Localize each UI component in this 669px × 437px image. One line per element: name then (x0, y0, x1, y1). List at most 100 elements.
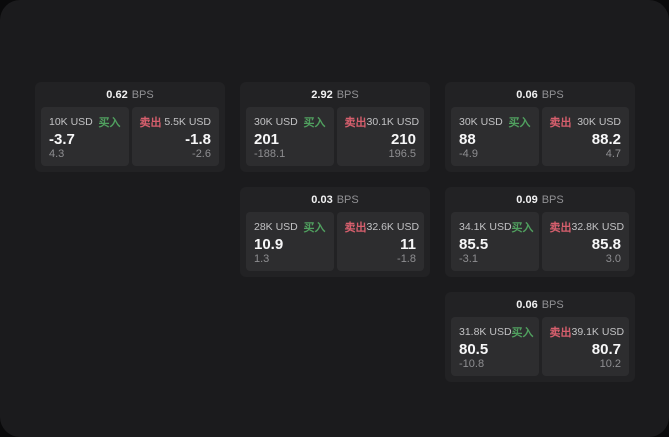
buy-amount: 30K USD (254, 116, 298, 128)
sell-price: 11 (400, 236, 416, 253)
quote-panels: 31.8K USD 买入 80.5 -10.8 卖出 39.1K USD 80.… (445, 317, 635, 382)
buy-delta: -4.9 (459, 148, 478, 160)
sell-price: 80.7 (591, 341, 621, 358)
sell-panel[interactable]: 卖出 32.6K USD 11 -1.8 (336, 212, 424, 271)
quote-card: 0.62 BPS 10K USD 买入 -3.7 4.3 卖出 5.5K USD… (35, 82, 225, 172)
buy-panel[interactable]: 10K USD 买入 -3.7 4.3 (41, 107, 129, 166)
bps-unit-label: BPS (541, 298, 564, 311)
buy-price: 80.5 (459, 341, 489, 358)
sell-side-label: 卖出 (549, 327, 572, 339)
buy-delta: 4.3 (49, 148, 65, 160)
sell-price: 85.8 (591, 236, 621, 253)
card-header: 0.62 BPS (35, 82, 225, 107)
sell-panel-top: 卖出 30.1K USD (344, 114, 420, 130)
bps-unit-label: BPS (541, 88, 564, 101)
buy-panel-top: 28K USD 买入 (254, 219, 326, 235)
sell-delta: -1.8 (397, 253, 416, 265)
sell-panel-top: 卖出 39.1K USD (549, 324, 625, 340)
card-header: 0.03 BPS (240, 187, 430, 212)
quote-panels: 30K USD 买入 88 -4.9 卖出 30K USD 88.2 4.7 (445, 107, 635, 172)
sell-panel[interactable]: 卖出 5.5K USD -1.8 -2.6 (131, 107, 219, 166)
quote-panels: 34.1K USD 买入 85.5 -3.1 卖出 32.8K USD 85.8… (445, 212, 635, 277)
sell-panel-top: 卖出 5.5K USD (140, 114, 212, 130)
sell-panel[interactable]: 卖出 30K USD 88.2 4.7 (541, 107, 629, 166)
buy-panel-top: 30K USD 买入 (254, 114, 326, 130)
sell-price: -1.8 (185, 131, 211, 148)
buy-price: 10.9 (254, 236, 284, 253)
buy-amount: 34.1K USD (459, 221, 512, 233)
quote-card: 0.03 BPS 28K USD 买入 10.9 1.3 卖出 32.6K US… (240, 187, 430, 277)
sell-side-label: 卖出 (344, 222, 367, 234)
sell-amount: 32.6K USD (366, 221, 420, 233)
bps-value: 0.09 (516, 193, 538, 206)
sell-panel-top: 卖出 32.6K USD (344, 219, 420, 235)
sell-panel-top: 卖出 32.8K USD (549, 219, 625, 235)
buy-side-label: 买入 (303, 117, 326, 129)
sell-side-label: 卖出 (549, 222, 572, 234)
bps-unit-label: BPS (336, 193, 359, 206)
buy-delta: -3.1 (459, 253, 478, 265)
buy-side-label: 买入 (303, 222, 326, 234)
bps-unit-label: BPS (336, 88, 359, 101)
cards-grid: 0.62 BPS 10K USD 买入 -3.7 4.3 卖出 5.5K USD… (35, 82, 635, 382)
sell-delta: 3.0 (605, 253, 621, 265)
buy-panel[interactable]: 28K USD 买入 10.9 1.3 (246, 212, 334, 271)
quote-card: 0.06 BPS 31.8K USD 买入 80.5 -10.8 卖出 39.1… (445, 292, 635, 382)
buy-amount: 28K USD (254, 221, 298, 233)
sell-delta: -2.6 (192, 148, 211, 160)
buy-side-label: 买入 (511, 222, 534, 234)
bps-value: 0.03 (311, 193, 333, 206)
bps-value: 0.06 (516, 298, 538, 311)
buy-side-label: 买入 (511, 327, 534, 339)
card-header: 2.92 BPS (240, 82, 430, 107)
buy-panel-top: 34.1K USD 买入 (459, 219, 534, 235)
sell-amount: 5.5K USD (164, 116, 211, 128)
sell-panel[interactable]: 卖出 30.1K USD 210 196.5 (336, 107, 424, 166)
sell-delta: 10.2 (599, 358, 621, 370)
bps-unit-label: BPS (541, 193, 564, 206)
buy-price: 85.5 (459, 236, 489, 253)
sell-amount: 32.8K USD (571, 221, 625, 233)
quote-card: 2.92 BPS 30K USD 买入 201 -188.1 卖出 30.1K … (240, 82, 430, 172)
quote-panels: 30K USD 买入 201 -188.1 卖出 30.1K USD 210 1… (240, 107, 430, 172)
sell-side-label: 卖出 (549, 117, 572, 129)
buy-price: 88 (459, 131, 476, 148)
buy-amount: 10K USD (49, 116, 93, 128)
buy-amount: 31.8K USD (459, 326, 512, 338)
buy-panel-top: 30K USD 买入 (459, 114, 531, 130)
buy-panel[interactable]: 31.8K USD 买入 80.5 -10.8 (451, 317, 539, 376)
sell-amount: 30K USD (577, 116, 621, 128)
sell-amount: 30.1K USD (366, 116, 420, 128)
buy-delta: -188.1 (254, 148, 286, 160)
sell-side-label: 卖出 (344, 117, 367, 129)
buy-price: -3.7 (49, 131, 75, 148)
buy-amount: 30K USD (459, 116, 503, 128)
buy-delta: 1.3 (254, 253, 270, 265)
bps-value: 0.06 (516, 88, 538, 101)
quote-panels: 10K USD 买入 -3.7 4.3 卖出 5.5K USD -1.8 -2.… (35, 107, 225, 172)
buy-panel[interactable]: 30K USD 买入 201 -188.1 (246, 107, 334, 166)
quote-panels: 28K USD 买入 10.9 1.3 卖出 32.6K USD 11 -1.8 (240, 212, 430, 277)
buy-panel-top: 31.8K USD 买入 (459, 324, 534, 340)
card-header: 0.06 BPS (445, 82, 635, 107)
sell-panel[interactable]: 卖出 39.1K USD 80.7 10.2 (541, 317, 629, 376)
quote-card: 0.09 BPS 34.1K USD 买入 85.5 -3.1 卖出 32.8K… (445, 187, 635, 277)
buy-side-label: 买入 (98, 117, 121, 129)
sell-price: 88.2 (591, 131, 621, 148)
bps-value: 0.62 (106, 88, 128, 101)
sell-side-label: 卖出 (139, 117, 162, 129)
buy-panel[interactable]: 34.1K USD 买入 85.5 -3.1 (451, 212, 539, 271)
sell-price: 210 (390, 131, 416, 148)
buy-panel-top: 10K USD 买入 (49, 114, 121, 130)
card-header: 0.06 BPS (445, 292, 635, 317)
sell-delta: 4.7 (605, 148, 621, 160)
bps-value: 2.92 (311, 88, 333, 101)
bps-unit-label: BPS (131, 88, 154, 101)
buy-delta: -10.8 (459, 358, 485, 370)
sell-delta: 196.5 (388, 148, 416, 160)
buy-price: 201 (254, 131, 280, 148)
sell-panel[interactable]: 卖出 32.8K USD 85.8 3.0 (541, 212, 629, 271)
quote-card: 0.06 BPS 30K USD 买入 88 -4.9 卖出 30K USD 8… (445, 82, 635, 172)
buy-panel[interactable]: 30K USD 买入 88 -4.9 (451, 107, 539, 166)
